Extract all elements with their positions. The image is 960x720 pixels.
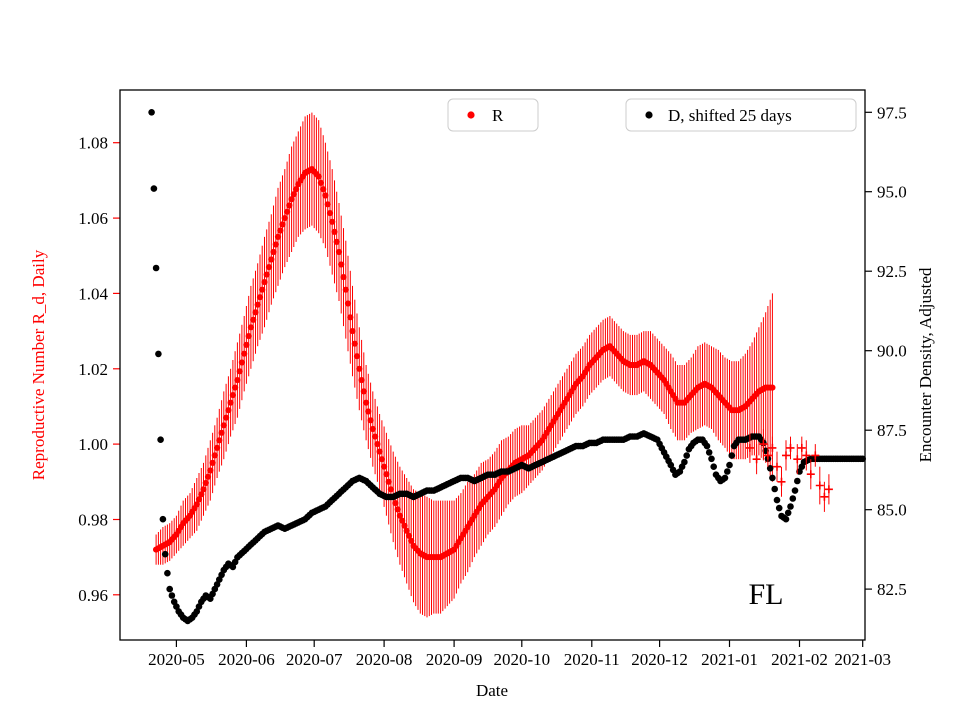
y-left-tick-label: 1.06 [78,209,108,228]
y-left-tick-label: 1.08 [78,134,108,153]
x-tick-label: 2020-06 [218,650,275,669]
x-axis-label: Date [476,681,508,700]
x-tick-label: 2020-11 [564,650,620,669]
x-tick-label: 2020-09 [426,650,483,669]
y-left-tick-label: 0.98 [78,511,108,530]
y-left-tick-label: 1.02 [78,360,108,379]
x-tick-label: 2021-01 [701,650,758,669]
y-left-tick-label: 1.04 [78,284,108,303]
legend-d-marker-icon [645,111,653,119]
y-left-tick-label: 1.00 [78,435,108,454]
series-d-line [148,109,866,625]
chart-series [148,109,866,625]
y-right-tick-label: 87.5 [877,421,907,440]
state-annotation: FL [748,578,783,611]
y-right-tick-label: 90.0 [877,342,907,361]
axis-ticks: 2020-05 2020-06 2020-07 2020-08 2020-09 2020-… [78,103,907,669]
x-tick-label: 2021-03 [834,650,891,669]
legend-r-marker-icon [467,111,475,119]
x-tick-label: 2020-07 [286,650,343,669]
legend-d-label: D, shifted 25 days [668,106,792,125]
series-r-line [153,112,776,618]
y-left-tick-label: 0.96 [78,586,108,605]
y-right-tick-label: 95.0 [877,183,907,202]
legend-d-box [625,98,857,132]
x-tick-label: 2020-10 [493,650,550,669]
y-right-tick-label: 92.5 [877,262,907,281]
series-r-tail-scatter [745,429,833,512]
plot-border [119,89,866,641]
legend-r: R [447,98,539,132]
x-tick-label: 2020-12 [631,650,688,669]
y-right-tick-label: 97.5 [877,103,907,122]
left-axis-label: Reproductive Number R_d, Daily [29,249,48,480]
legend-d: D, shifted 25 days [625,98,857,132]
legend-r-label: R [492,106,504,125]
right-axis-label: Encounter Density, Adjusted [916,267,935,462]
legend-r-box [447,98,539,132]
x-tick-label: 2020-08 [356,650,413,669]
y-right-tick-label: 85.0 [877,501,907,520]
x-tick-label: 2020-05 [148,650,205,669]
x-tick-label: 2021-02 [771,650,828,669]
y-right-tick-label: 82.5 [877,580,907,599]
